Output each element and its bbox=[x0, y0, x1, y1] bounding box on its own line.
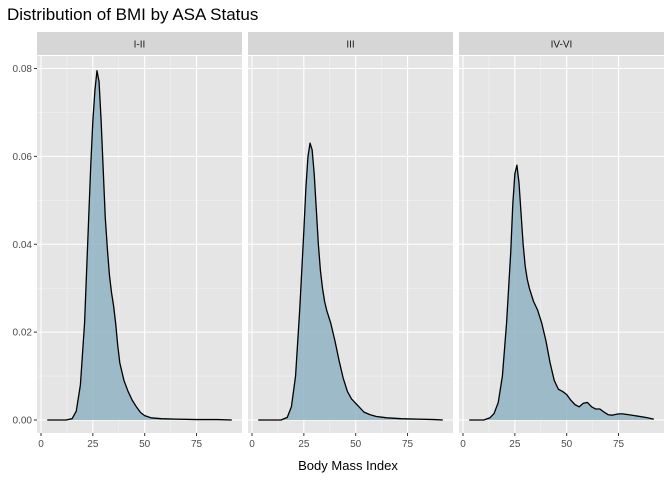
y-tick-label: 0.08 bbox=[13, 64, 33, 75]
x-tick-label: 50 bbox=[139, 439, 151, 450]
density-line bbox=[47, 70, 232, 421]
x-tick-label: 0 bbox=[249, 439, 255, 450]
x-tick-label: 25 bbox=[298, 439, 310, 450]
x-tick-label: 0 bbox=[38, 439, 44, 450]
facet-strip-label: I-II bbox=[134, 40, 146, 51]
facet-panel: III 0 25 50 75 bbox=[248, 32, 453, 450]
density-area bbox=[258, 143, 443, 420]
facet-strip-label: III bbox=[346, 40, 354, 51]
x-tick-label: 75 bbox=[402, 439, 414, 450]
x-tick-label: 75 bbox=[191, 439, 203, 450]
x-tick-label: 50 bbox=[350, 439, 362, 450]
x-tick-label: 25 bbox=[87, 439, 99, 450]
density-area bbox=[469, 165, 654, 420]
facet-strip-label: IV-VI bbox=[551, 40, 573, 51]
y-tick-label: 0.06 bbox=[13, 152, 33, 163]
x-axis-title: Body Mass Index bbox=[298, 458, 398, 473]
y-tick-label: 0.04 bbox=[13, 240, 33, 251]
facet-strip bbox=[37, 32, 242, 55]
x-tick-label: 50 bbox=[561, 439, 573, 450]
facet-panel: I-II 0 25 50 75 bbox=[37, 32, 242, 450]
density-area bbox=[47, 70, 232, 420]
density-line bbox=[258, 142, 443, 421]
x-tick-label: 0 bbox=[460, 439, 466, 450]
facet-strip bbox=[459, 32, 664, 55]
y-tick-label: 0.02 bbox=[13, 328, 33, 339]
y-tick-label: 0.00 bbox=[13, 416, 33, 427]
density-line bbox=[469, 164, 654, 421]
y-axis: 0.00 0.02 0.04 0.06 0.08 bbox=[13, 64, 37, 427]
facet-strip bbox=[248, 32, 453, 55]
x-tick-label: 25 bbox=[509, 439, 521, 450]
facet-panel: IV-VI 0 25 50 75 bbox=[459, 32, 664, 450]
facet-panels: I-II 0 25 50 75 III 0 25 50 75 IV-VI 0 25 50 75 bbox=[37, 32, 664, 450]
x-tick-label: 75 bbox=[613, 439, 625, 450]
chart-title: Distribution of BMI by ASA Status bbox=[7, 5, 258, 24]
